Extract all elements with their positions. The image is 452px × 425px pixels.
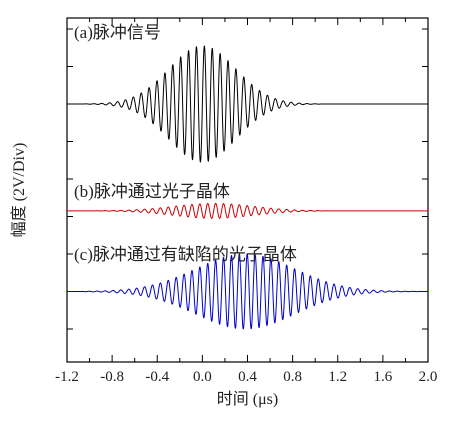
x-tick-labels: -1.2 -0.8 -0.4 0.0 0.4 0.8 1.2 1.6 2.0 (55, 369, 437, 385)
x-axis-label: 时间 (μs) (217, 390, 278, 408)
waveform-traces (66, 45, 429, 330)
series-label-3: (c)脉冲通过有缺陷的光子晶体 (74, 245, 297, 264)
x-tick-label: 1.6 (374, 369, 393, 385)
x-tick-label: -1.2 (55, 369, 79, 385)
series-label-1: (a)脉冲信号 (74, 23, 161, 42)
x-tick-label: 0.0 (193, 369, 212, 385)
tick-marks (66, 18, 429, 362)
x-tick-label: 2.0 (419, 369, 438, 385)
panel-labels: (a)脉冲信号 (b)脉冲通过光子晶体 (c)脉冲通过有缺陷的光子晶体 (74, 23, 297, 264)
y-axis-label: 幅度 (2V/Div) (10, 143, 28, 238)
series-line-3 (66, 253, 429, 330)
x-tick-label: 0.8 (283, 369, 302, 385)
x-tick-label: -0.4 (145, 369, 169, 385)
series-line-2 (66, 202, 429, 219)
x-tick-label: 0.4 (238, 369, 257, 385)
series-line-1 (66, 45, 429, 163)
series-label-2: (b)脉冲通过光子晶体 (74, 182, 230, 201)
x-tick-label: 1.2 (328, 369, 347, 385)
x-tick-label: -0.8 (100, 369, 124, 385)
